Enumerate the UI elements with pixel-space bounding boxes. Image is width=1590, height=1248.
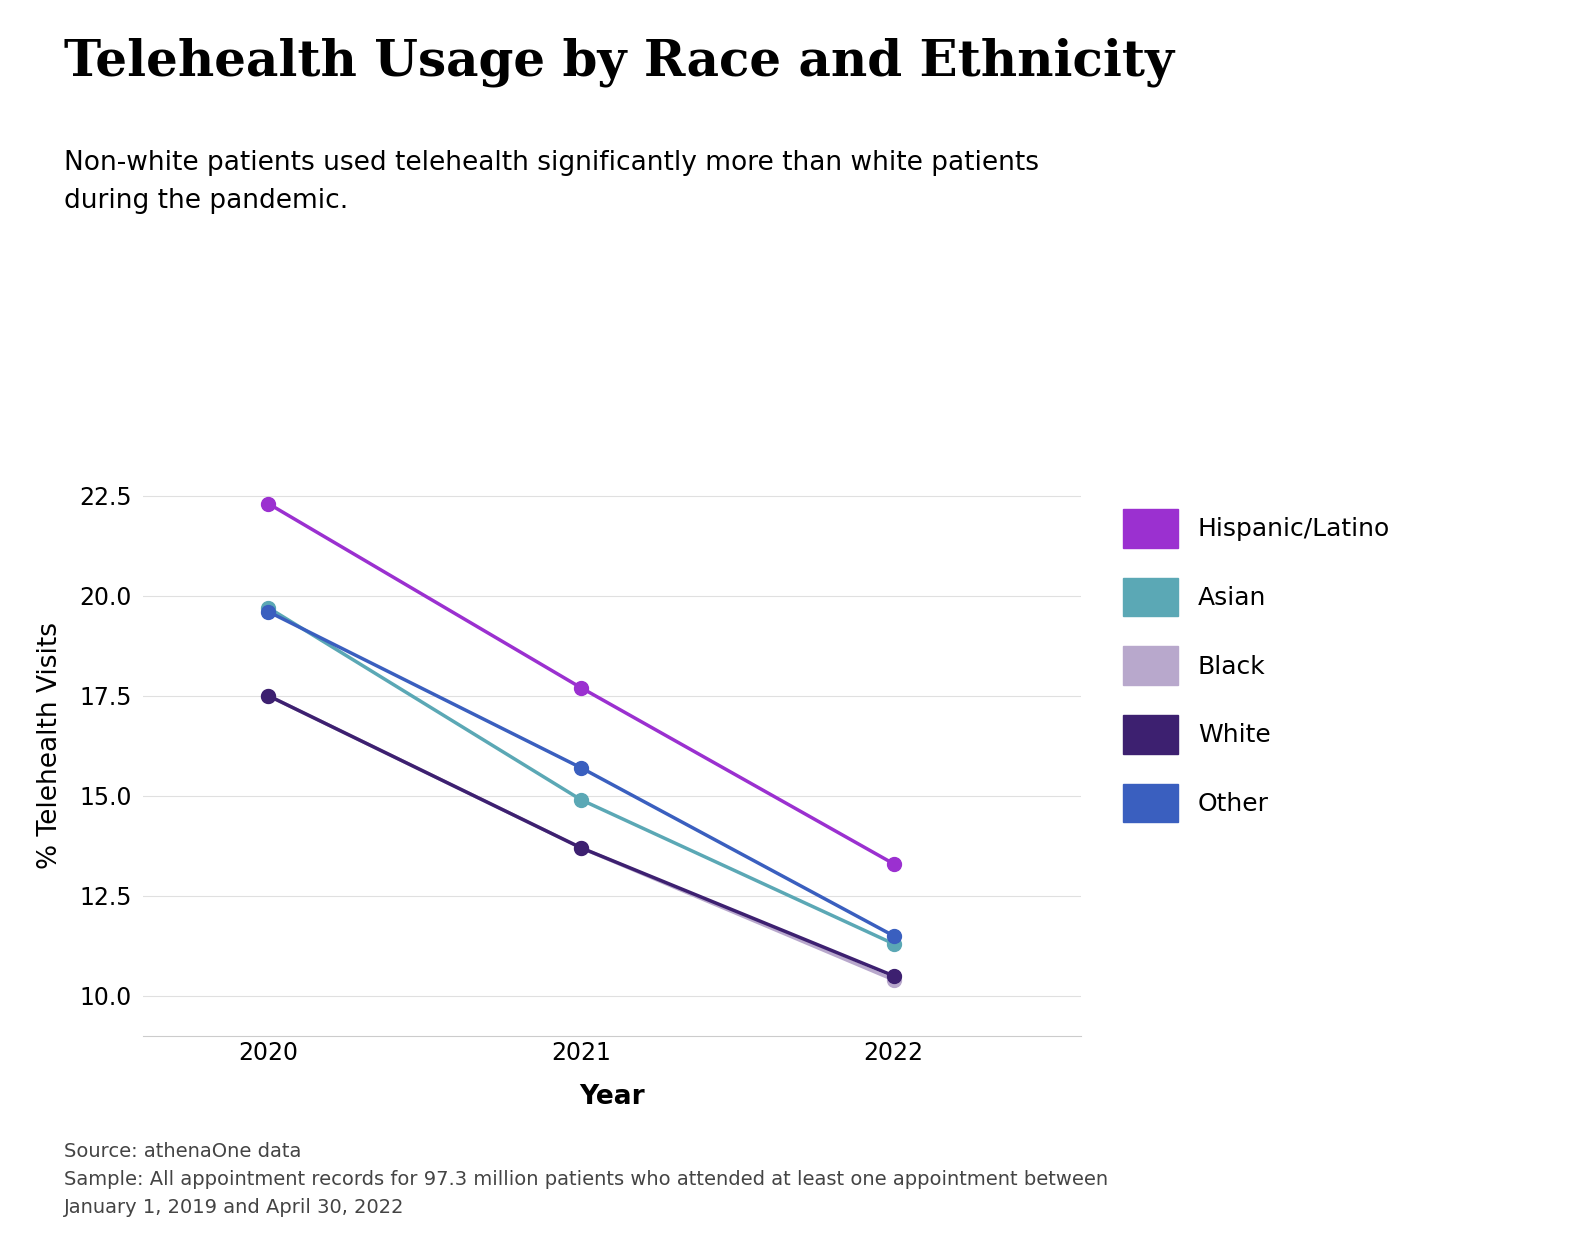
Y-axis label: % Telehealth Visits: % Telehealth Visits xyxy=(37,623,62,869)
Text: Source: athenaOne data
Sample: All appointment records for 97.3 million patients: Source: athenaOne data Sample: All appoi… xyxy=(64,1142,1108,1217)
Text: Non-white patients used telehealth significantly more than white patients
during: Non-white patients used telehealth signi… xyxy=(64,150,1038,213)
Text: Telehealth Usage by Race and Ethnicity: Telehealth Usage by Race and Ethnicity xyxy=(64,37,1173,87)
Legend: Hispanic/Latino, Asian, Black, White, Other: Hispanic/Latino, Asian, Black, White, Ot… xyxy=(1113,499,1401,832)
X-axis label: Year: Year xyxy=(579,1085,646,1111)
